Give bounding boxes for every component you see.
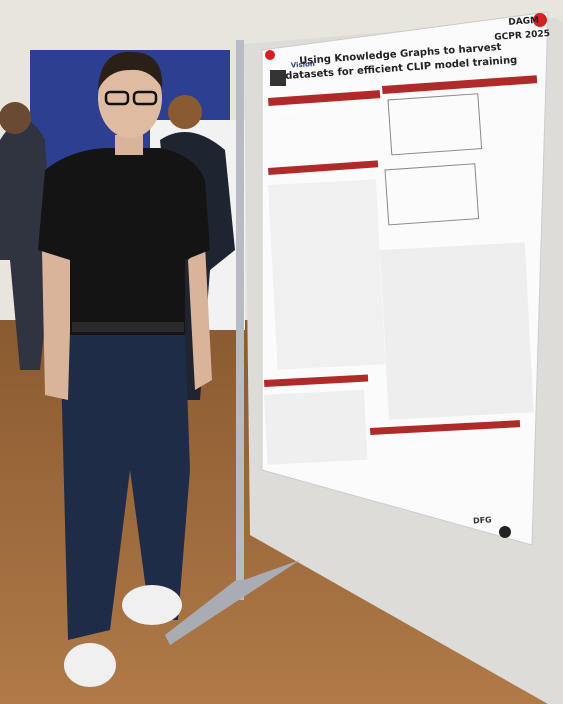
text-block xyxy=(268,179,386,370)
conference: GCPR 2025 xyxy=(494,29,550,43)
arm xyxy=(188,245,212,390)
shirt xyxy=(38,148,210,335)
belt xyxy=(72,322,184,332)
logo: Vision xyxy=(291,60,316,70)
qr-code xyxy=(270,70,286,86)
glasses xyxy=(104,90,130,106)
magnet xyxy=(533,13,547,27)
section-bar xyxy=(264,374,369,387)
background-person xyxy=(0,120,52,370)
table xyxy=(264,389,368,465)
funder: DFG xyxy=(473,515,492,525)
stand-pole xyxy=(236,40,244,600)
jeans xyxy=(60,330,190,640)
arm xyxy=(42,240,72,400)
plot xyxy=(384,163,480,226)
section-bar xyxy=(370,420,521,435)
background-person-head xyxy=(0,102,31,134)
section-bar xyxy=(268,90,381,106)
magnet xyxy=(499,526,511,538)
section-title: Results xyxy=(391,94,410,101)
shoe xyxy=(64,643,116,687)
section-bar xyxy=(382,75,538,94)
background-person-head xyxy=(168,95,202,129)
shoe xyxy=(122,585,182,625)
glasses xyxy=(132,90,158,106)
plot xyxy=(387,93,483,156)
hair xyxy=(98,51,163,90)
magnet xyxy=(265,50,275,60)
head xyxy=(98,58,162,138)
neck xyxy=(115,135,143,155)
section-bar xyxy=(268,160,379,175)
section-title: Overview xyxy=(276,110,300,118)
society: DAGM xyxy=(508,16,539,28)
table xyxy=(380,242,534,420)
stand-foot xyxy=(165,560,300,645)
section-title: Conclusion xyxy=(406,443,434,451)
poster-text: Vision Using Knowledge Graphs to harvest… xyxy=(276,16,550,526)
